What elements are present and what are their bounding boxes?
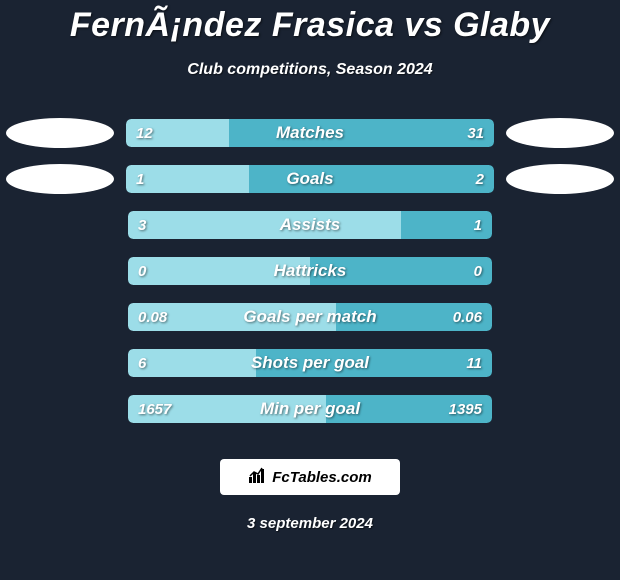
stat-bar-right [229,119,494,147]
stat-bar: 12Goals [126,165,494,193]
stat-row: 1231Matches [0,119,620,147]
stat-bar: 00Hattricks [128,257,492,285]
page-title: FernÃ¡ndez Frasica vs Glaby [0,0,620,45]
stat-bar: 611Shots per goal [128,349,492,377]
subtitle: Club competitions, Season 2024 [0,61,620,79]
chart-icon [248,466,266,489]
player2-badge [506,118,614,148]
stat-bar: 16571395Min per goal [128,395,492,423]
stat-bar-left [128,257,310,285]
stat-row: 16571395Min per goal [0,395,620,423]
stat-bar-left [126,165,249,193]
source-badge-text: FcTables.com [272,469,371,486]
stat-bar-left [128,211,401,239]
stat-bar-right [310,257,492,285]
stat-bar-left [128,349,256,377]
player1-badge [6,118,114,148]
stat-row: 12Goals [0,165,620,193]
stat-bar: 1231Matches [126,119,494,147]
player2-badge [506,164,614,194]
stats-container: 1231Matches 12Goals 31Assists 00Hattricks 0.… [0,119,620,423]
footer-date: 3 september 2024 [0,515,620,532]
stat-bar: 31Assists [128,211,492,239]
player1-badge [6,164,114,194]
stat-bar-right [326,395,492,423]
stat-row: 0.080.06Goals per match [0,303,620,331]
stat-row: 00Hattricks [0,257,620,285]
stat-row: 611Shots per goal [0,349,620,377]
stat-row: 31Assists [0,211,620,239]
stat-bar-right [336,303,492,331]
stat-bar-right [249,165,494,193]
stat-bar-left [128,395,326,423]
stat-bar-left [126,119,229,147]
stat-bar-right [256,349,492,377]
stat-bar: 0.080.06Goals per match [128,303,492,331]
stat-bar-left [128,303,336,331]
source-badge: FcTables.com [220,459,400,495]
stat-bar-right [401,211,492,239]
